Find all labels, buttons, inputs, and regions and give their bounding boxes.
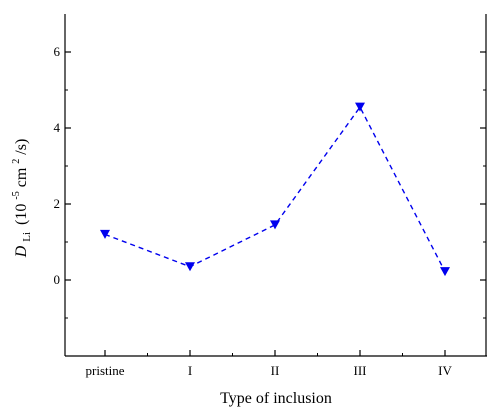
y-axis-title-suffix: /s): [13, 139, 30, 155]
data-point-marker: [185, 262, 195, 272]
x-ticks: pristine I II III IV: [86, 350, 452, 378]
y-tick-label: 4: [54, 120, 61, 135]
x-tick-label: I: [188, 363, 192, 378]
y-tick-label: 0: [54, 272, 61, 287]
y-axis-title-subscript: Li: [21, 232, 33, 242]
data-point-marker: [440, 267, 450, 277]
y-ticks: 0 2 4 6: [54, 44, 486, 319]
x-tick-label: IV: [438, 363, 452, 378]
y-tick-label: 6: [54, 44, 61, 59]
y-axis-title: D Li (10 -5 cm 2 /s): [6, 139, 34, 259]
y-axis-title-symbol: D: [13, 245, 30, 258]
x-tick-label: III: [354, 363, 367, 378]
series-line: [104, 105, 446, 272]
y-tick-label: 2: [54, 196, 61, 211]
y-axis-title-unit: cm: [13, 167, 30, 187]
series-group: [100, 102, 450, 277]
y-axis-title-unit-exponent: 2: [11, 159, 22, 164]
x-tick-label: II: [271, 363, 280, 378]
data-point-marker: [270, 220, 280, 230]
y-axis-title-exponent: -5: [11, 191, 22, 199]
x-axis-title: Type of inclusion: [220, 390, 332, 407]
y-axis-title-prefix: (10: [13, 204, 30, 225]
x-tick-label: pristine: [86, 363, 125, 378]
plot-axes: [64, 14, 487, 357]
data-point-marker: [355, 102, 365, 112]
data-point-marker: [100, 229, 110, 239]
